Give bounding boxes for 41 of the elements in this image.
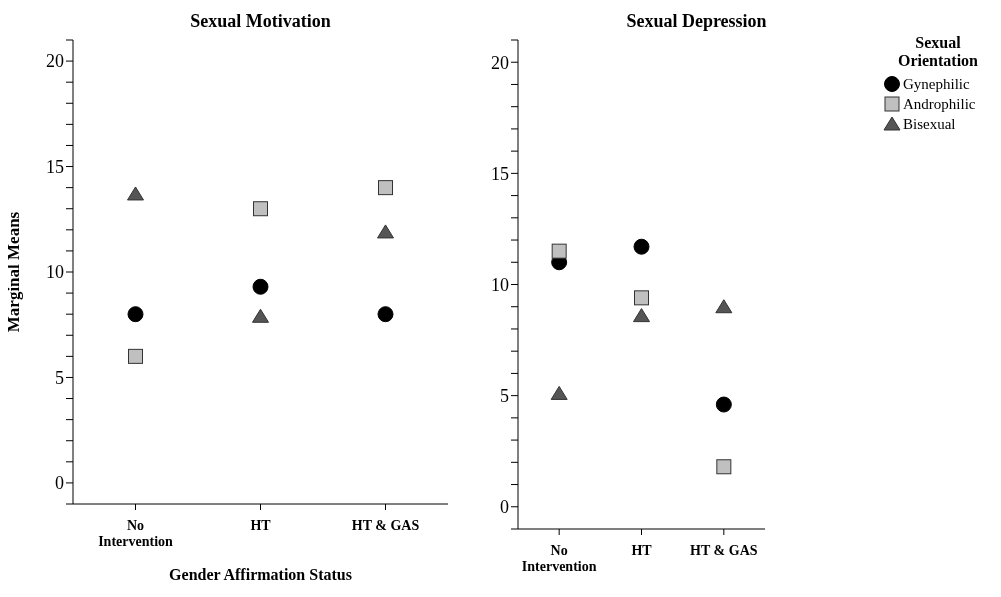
point (634, 290, 649, 306)
x-tick-label: HT (631, 543, 653, 558)
point (633, 308, 650, 323)
x-tick-label: HT & GAS (351, 518, 420, 533)
y-tick-label: 15 (491, 163, 509, 184)
y-tick-label: 20 (491, 52, 509, 73)
y-tick-label: 5 (55, 367, 64, 388)
point (377, 306, 394, 323)
y-axis-title: Marginal Means (4, 211, 24, 333)
legend-label: Bisexual (903, 115, 956, 134)
y-tick-label: 0 (55, 473, 64, 494)
x-tick-label: HT (250, 518, 272, 533)
point (715, 396, 732, 413)
legend-title: Sexual Orientation (897, 34, 979, 70)
x-tick-label: No Intervention (521, 543, 597, 574)
point (633, 238, 650, 255)
point (378, 180, 393, 196)
y-tick-label: 10 (491, 274, 509, 295)
point (253, 201, 268, 217)
x-tick-label: No Intervention (98, 518, 174, 549)
point (127, 306, 144, 323)
y-tick-label: 10 (46, 262, 64, 283)
point (716, 459, 732, 475)
x-tick-label: HT & GAS (690, 543, 758, 558)
point (127, 186, 144, 201)
y-tick-label: 15 (46, 156, 64, 177)
point (128, 348, 143, 364)
chart-title: Sexual Motivation (189, 10, 332, 33)
legend-label: Androphilic (903, 95, 976, 114)
point (252, 308, 269, 323)
point (550, 385, 568, 400)
legend-label: Gynephilic (903, 75, 970, 94)
point (377, 224, 394, 239)
y-tick-label: 20 (46, 51, 64, 72)
point (252, 278, 269, 295)
y-tick-label: 5 (500, 386, 509, 407)
y-tick-label: 0 (500, 497, 509, 518)
x-axis-title: Gender Affirmation Status (169, 566, 352, 583)
point (715, 299, 733, 314)
chart-title: Sexual Depression (625, 10, 768, 33)
point (551, 243, 567, 259)
